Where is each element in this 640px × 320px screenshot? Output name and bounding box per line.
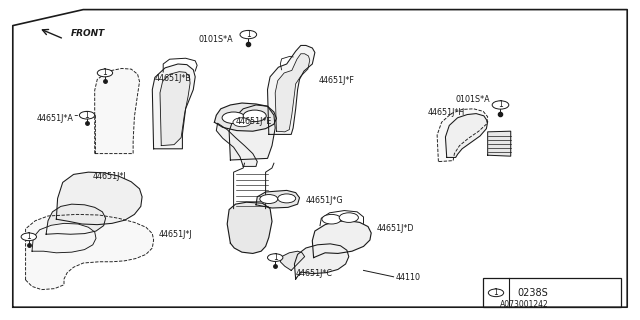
Polygon shape [229,105,275,160]
Polygon shape [268,45,315,134]
Text: 44651J*J: 44651J*J [159,230,193,239]
Polygon shape [32,223,96,253]
Circle shape [79,111,95,119]
Polygon shape [152,64,195,149]
Text: 0238S: 0238S [517,288,548,298]
Text: 1: 1 [84,111,90,120]
Circle shape [278,194,296,203]
Text: 1: 1 [246,30,251,39]
Text: FRONT: FRONT [70,29,105,38]
Text: 1: 1 [26,232,31,241]
Text: 44651J*B: 44651J*B [155,74,192,83]
Text: 1: 1 [102,68,108,77]
Text: 44651J*I: 44651J*I [93,172,127,180]
Circle shape [243,110,266,122]
Text: 44651J*F: 44651J*F [319,76,355,85]
Bar [483,278,621,307]
Circle shape [339,213,358,222]
Circle shape [322,214,341,224]
Polygon shape [56,172,142,225]
Polygon shape [95,68,140,154]
Text: 44651J*C: 44651J*C [296,269,333,278]
Text: A073001242: A073001242 [500,300,549,309]
Text: 44651J*H: 44651J*H [428,108,465,116]
Polygon shape [275,54,310,132]
Polygon shape [214,103,276,131]
Polygon shape [312,221,371,258]
Text: 1: 1 [493,288,499,297]
Text: 44651J*D: 44651J*D [376,224,414,233]
Circle shape [492,101,509,109]
Polygon shape [26,214,154,290]
Circle shape [97,69,113,77]
Circle shape [233,118,251,127]
Text: 1: 1 [273,253,278,262]
Polygon shape [437,109,488,162]
Polygon shape [46,204,106,234]
Circle shape [240,30,257,39]
Text: 44651J*E: 44651J*E [236,117,272,126]
Polygon shape [445,114,488,157]
Circle shape [21,233,36,241]
Polygon shape [216,123,257,166]
Polygon shape [256,190,300,208]
Polygon shape [488,131,511,156]
Circle shape [260,195,278,204]
Polygon shape [227,202,272,253]
Polygon shape [160,72,190,146]
Polygon shape [294,244,349,279]
Circle shape [488,289,504,297]
Text: 1: 1 [498,100,503,109]
Text: 0101S*A: 0101S*A [198,35,233,44]
Text: 44651J*A: 44651J*A [37,114,74,123]
Polygon shape [280,251,305,270]
Text: 0101S*A: 0101S*A [456,95,490,104]
Circle shape [268,254,283,261]
Text: 44651J*G: 44651J*G [306,196,344,204]
Text: 44110: 44110 [396,273,420,282]
Circle shape [222,112,245,124]
